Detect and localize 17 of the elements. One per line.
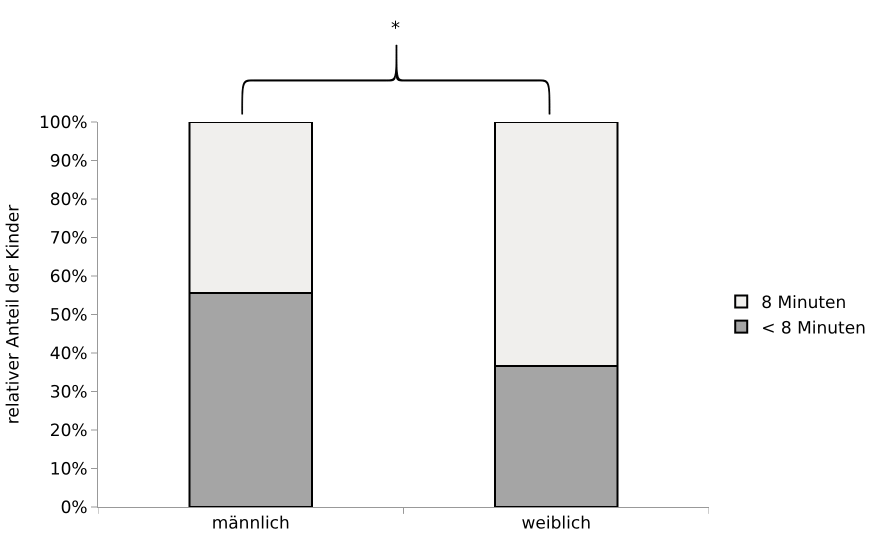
x-tick-label: männlich — [212, 513, 290, 534]
y-tick-label: 60% — [50, 266, 88, 287]
y-tick-label: 100% — [38, 112, 88, 133]
y-tick-label: 70% — [50, 228, 88, 248]
y-tick-label: 80% — [50, 190, 88, 210]
legend-label: < 8 Minuten — [761, 318, 866, 338]
y-tick-label: 0% — [60, 498, 88, 518]
x-tick-label: weiblich — [522, 513, 591, 534]
y-tick-label: 30% — [50, 382, 88, 402]
legend-label: 8 Minuten — [761, 293, 846, 314]
y-tick-label: 10% — [50, 459, 88, 480]
y-axis-title: relativer Anteil der Kinder — [4, 204, 24, 424]
y-tick-label: 40% — [50, 344, 88, 364]
text: * — [391, 18, 400, 39]
y-tick-label: 90% — [50, 151, 88, 172]
y-tick-label: 20% — [50, 420, 88, 441]
y-tick-label: 50% — [50, 305, 88, 326]
